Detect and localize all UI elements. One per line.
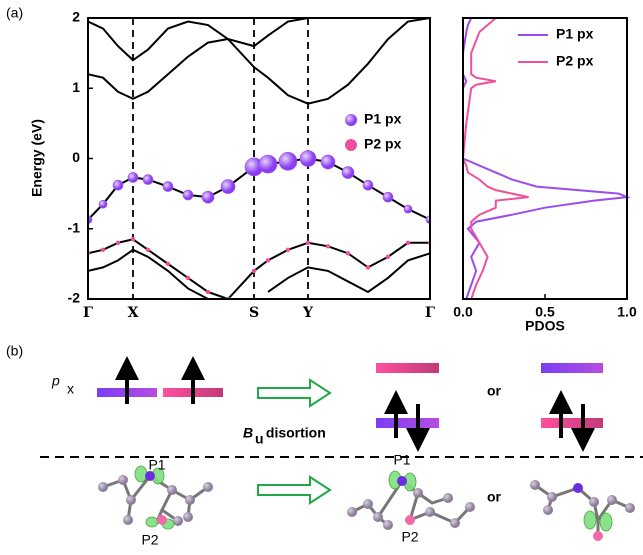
or-label: or <box>487 383 502 399</box>
atoms <box>98 475 635 530</box>
p1-atom <box>397 476 407 486</box>
x-tick-label: 0.5 <box>535 304 555 320</box>
legend-marker <box>345 139 357 151</box>
p1-marker <box>279 152 297 170</box>
distortion-text: disortion <box>262 425 326 441</box>
panel-label: (b) <box>6 343 23 359</box>
p2-marker <box>266 258 270 262</box>
band-line <box>88 250 430 299</box>
p2-marker <box>206 290 210 294</box>
x-tick-label: Γ <box>425 305 435 321</box>
x-tick-label: Γ <box>83 305 93 321</box>
p2-marker <box>146 248 150 252</box>
p2-marker <box>326 244 330 248</box>
p1-marker <box>300 151 316 167</box>
p1-marker <box>404 205 412 213</box>
p2-marker <box>286 248 290 252</box>
y-tick-label: 1 <box>72 79 80 95</box>
p1-marker <box>363 180 373 190</box>
p1-marker <box>113 180 123 190</box>
bands <box>84 18 434 301</box>
transform-arrow <box>258 477 330 503</box>
p2-marker <box>101 248 105 252</box>
y-tick-label: -1 <box>68 219 81 235</box>
p1-marker <box>342 167 354 179</box>
p2-marker <box>166 262 170 266</box>
or-label: or <box>487 489 502 505</box>
p1-marker <box>163 182 173 192</box>
p1-marker <box>183 190 193 200</box>
p2-marker <box>186 276 190 280</box>
orbital-lobes <box>135 466 612 531</box>
band-line <box>88 18 430 104</box>
atom-label: P2 <box>401 529 418 545</box>
p2-atom <box>157 515 167 525</box>
atom-label: P1 <box>393 452 410 468</box>
p2-marker <box>131 237 135 241</box>
legend-label: P1 px <box>364 111 402 127</box>
x-tick-label: X <box>128 305 139 321</box>
y-tick-label: 2 <box>72 9 80 25</box>
p2-marker <box>252 269 256 273</box>
band-line <box>88 239 430 299</box>
y-tick-label: -2 <box>68 290 81 306</box>
diagram: p x B u disortion or P1 P2 P1 P2 or <box>40 363 643 548</box>
p2-marker <box>406 241 410 245</box>
legend-label: P1 px <box>556 26 594 42</box>
level-bar <box>376 418 439 428</box>
legend-label: P2 px <box>364 136 402 152</box>
p1-marker <box>128 172 138 182</box>
transform-arrow <box>258 380 330 406</box>
p1-marker <box>321 155 335 169</box>
pdos-line <box>463 18 529 299</box>
atom-label: P1 <box>148 457 165 473</box>
x-tick-label: 1.0 <box>617 304 637 320</box>
level-bar <box>376 363 439 373</box>
orbital-subscript: x <box>67 381 74 397</box>
figure: (a) (b) Energy (eV) PDOS p x B u disorti… <box>0 0 643 550</box>
level-bar <box>541 418 603 428</box>
plot-frame <box>88 18 430 299</box>
x-tick-label: 0.0 <box>453 304 473 320</box>
distortion-symbol: B <box>243 425 253 441</box>
p2-marker <box>366 265 370 269</box>
p2-atom <box>405 515 415 525</box>
p1-marker <box>99 200 107 208</box>
p1-marker <box>221 180 235 194</box>
legend-marker <box>345 114 357 126</box>
p1-marker <box>202 191 214 203</box>
p1-marker <box>143 175 153 185</box>
x-axis-label: PDOS <box>525 318 565 334</box>
y-axis-label: Energy (eV) <box>29 119 45 197</box>
p2-marker <box>306 241 310 245</box>
p2-marker <box>346 251 350 255</box>
y-tick-label: 0 <box>72 149 80 165</box>
level-bar <box>541 363 603 373</box>
p2-marker <box>116 241 120 245</box>
x-tick-label: Y <box>302 305 314 321</box>
legend-label: P2 px <box>556 53 594 69</box>
band-line <box>88 18 308 99</box>
orbital-symbol: p <box>51 373 60 389</box>
p1-marker <box>383 192 393 202</box>
p1-marker <box>259 155 277 173</box>
p1-atom <box>573 483 583 493</box>
panel-label: (a) <box>6 5 23 21</box>
p2-atom <box>593 531 603 541</box>
p2-marker <box>386 255 390 259</box>
atom-label: P2 <box>141 532 158 548</box>
x-tick-label: S <box>249 305 259 321</box>
